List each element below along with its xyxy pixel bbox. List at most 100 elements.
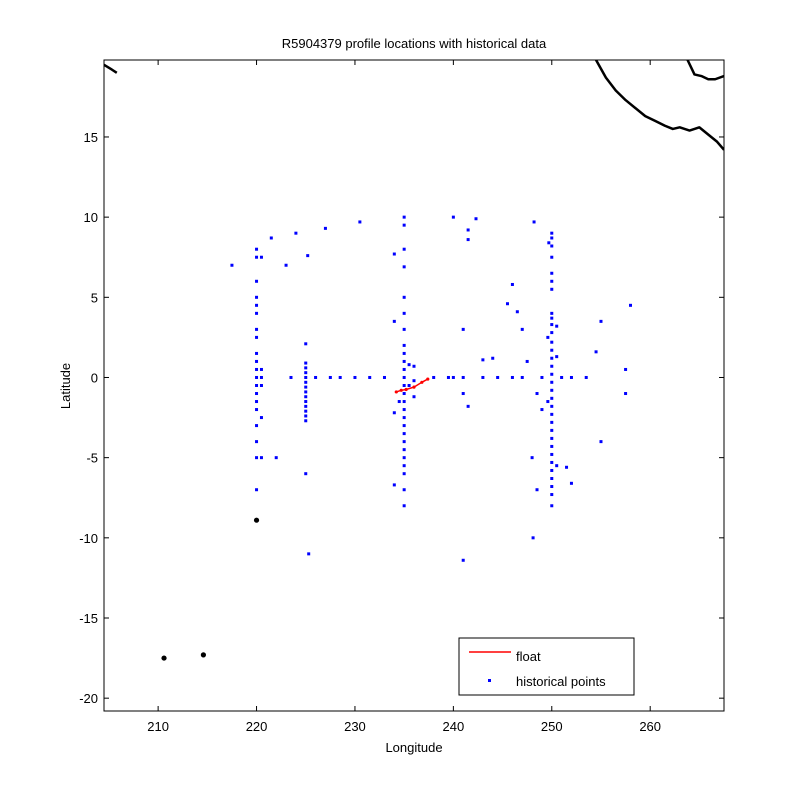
historical-point xyxy=(466,228,470,232)
x-tick-label: 240 xyxy=(443,719,465,734)
historical-point xyxy=(461,327,465,331)
historical-point xyxy=(402,327,406,331)
historical-point xyxy=(402,367,406,371)
coastline xyxy=(686,60,724,81)
historical-point xyxy=(550,316,554,320)
historical-point xyxy=(402,375,406,379)
historical-point xyxy=(550,364,554,368)
float-point xyxy=(420,380,424,384)
historical-point xyxy=(531,536,535,540)
historical-point xyxy=(255,279,259,283)
historical-point xyxy=(550,331,554,335)
historical-point xyxy=(550,504,554,508)
historical-point xyxy=(535,392,539,396)
historical-point xyxy=(402,416,406,420)
historical-point xyxy=(338,375,342,379)
historical-point xyxy=(402,265,406,269)
historical-point xyxy=(515,310,519,314)
historical-point xyxy=(402,464,406,468)
historical-point xyxy=(402,432,406,436)
historical-point xyxy=(540,408,544,412)
historical-point xyxy=(550,388,554,392)
historical-point xyxy=(402,504,406,508)
historical-point xyxy=(402,295,406,299)
coastline xyxy=(104,63,118,74)
float-point xyxy=(404,387,408,392)
historical-point xyxy=(520,327,524,331)
historical-point xyxy=(550,231,554,235)
historical-point xyxy=(550,420,554,424)
legend-historical-swatch xyxy=(488,679,491,682)
historical-point xyxy=(402,472,406,476)
historical-point xyxy=(451,215,455,219)
historical-point xyxy=(307,552,311,556)
historical-point xyxy=(560,375,564,379)
historical-point xyxy=(550,428,554,432)
historical-point xyxy=(496,375,500,379)
historical-point xyxy=(306,254,310,258)
historical-point xyxy=(255,247,259,251)
historical-point xyxy=(550,436,554,440)
historical-point xyxy=(540,375,544,379)
float-track-layer xyxy=(394,377,430,394)
historical-point xyxy=(255,424,259,428)
historical-point xyxy=(481,375,485,379)
historical-point xyxy=(546,400,550,404)
historical-point xyxy=(555,324,559,328)
historical-point xyxy=(255,440,259,444)
x-tick-label: 230 xyxy=(344,719,366,734)
historical-point xyxy=(461,392,465,396)
historical-point xyxy=(255,488,259,492)
historical-point xyxy=(304,385,308,389)
historical-point xyxy=(402,247,406,251)
historical-point xyxy=(255,359,259,363)
historical-point xyxy=(402,351,406,355)
historical-point xyxy=(255,408,259,412)
historical-point xyxy=(255,375,259,379)
x-tick-label: 260 xyxy=(639,719,661,734)
historical-point xyxy=(255,295,259,299)
y-tick-label: 15 xyxy=(84,130,98,145)
historical-point xyxy=(550,323,554,327)
historical-point xyxy=(269,236,273,240)
historical-point xyxy=(550,311,554,315)
y-tick-label: -10 xyxy=(79,531,98,546)
historical-point xyxy=(255,311,259,315)
historical-point xyxy=(284,263,288,267)
historical-point xyxy=(402,359,406,363)
historical-point xyxy=(550,279,554,283)
historical-point xyxy=(402,448,406,452)
y-axis: -20 -15 -10 -5 0 5 10 15 xyxy=(79,130,724,706)
historical-point xyxy=(412,379,416,383)
historical-point xyxy=(510,282,514,286)
historical-point xyxy=(569,481,573,485)
historical-point xyxy=(259,367,263,371)
historical-point xyxy=(294,231,298,235)
historical-point xyxy=(555,464,559,468)
y-tick-label: 10 xyxy=(84,210,98,225)
historical-point xyxy=(466,404,470,408)
historical-point xyxy=(304,414,308,418)
historical-point xyxy=(550,404,554,408)
historical-point xyxy=(546,335,550,339)
historical-point xyxy=(402,400,406,404)
historical-point xyxy=(550,244,554,248)
y-tick-label: 5 xyxy=(91,290,98,305)
historical-point xyxy=(550,348,554,352)
historical-point xyxy=(547,241,551,245)
historical-point xyxy=(550,412,554,416)
historical-point xyxy=(412,364,416,368)
historical-point xyxy=(402,440,406,444)
historical-point xyxy=(402,392,406,396)
historical-point xyxy=(550,396,554,400)
historical-point xyxy=(255,327,259,331)
historical-point xyxy=(304,395,308,399)
historical-point xyxy=(255,400,259,404)
historical-point xyxy=(358,220,362,224)
historical-point xyxy=(432,375,436,379)
historical-point xyxy=(382,375,386,379)
float-point xyxy=(394,390,398,394)
historical-point xyxy=(304,404,308,408)
historical-point xyxy=(392,483,396,487)
historical-point xyxy=(255,392,259,396)
